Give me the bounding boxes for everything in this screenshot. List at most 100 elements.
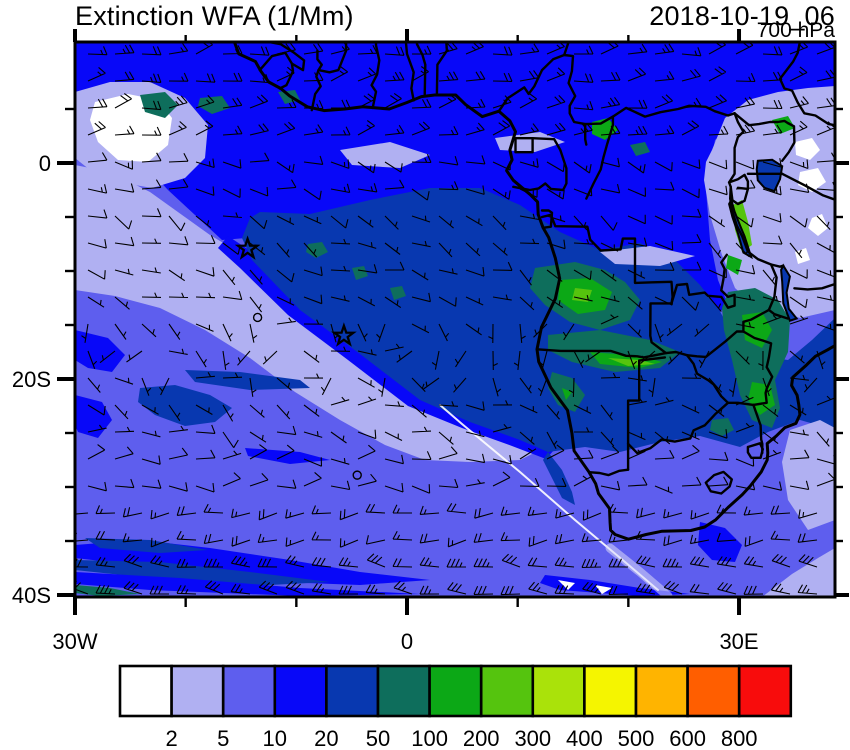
coastline: [232, 42, 835, 541]
plot-datetime: 2018-10-19_06: [649, 1, 835, 31]
fill-region-n-atl-lavender-1: [340, 142, 430, 168]
colorbar-tick-label: 300: [514, 726, 551, 750]
border-line: [746, 442, 764, 459]
border-line: [729, 197, 750, 253]
fill-region-kenya-white-3: [808, 214, 828, 236]
fill-region-kenya-white-1: [795, 138, 820, 160]
fill-region-west-blue-1: [75, 330, 125, 372]
axis-ticks: [57, 29, 849, 615]
border-line: [685, 330, 745, 359]
x-axis-label: 30W: [52, 629, 97, 654]
border-line: [793, 282, 835, 291]
colorbar-tick-label: 600: [669, 726, 706, 750]
border-line: [670, 253, 736, 309]
colorbar-tick-label: 400: [566, 726, 603, 750]
colorbar-cell: [325, 664, 380, 718]
colorbar-cell: [583, 664, 638, 718]
circle-marker-icon: [352, 470, 362, 480]
border-line: [310, 49, 323, 112]
circle-marker-icon: [252, 312, 263, 323]
fill-region-west-blue-2: [75, 395, 112, 438]
colorbar-cell: [221, 664, 277, 718]
fill-region-kenya-green: [772, 116, 795, 134]
fill-region-south-white-2: [595, 585, 612, 594]
border-line: [626, 401, 730, 455]
border-line: [733, 112, 796, 162]
star-marker-icon: [331, 322, 357, 347]
border-line: [726, 401, 755, 407]
fill-region-katanga-ltgreen: [572, 288, 592, 302]
y-axis-label: 40S: [12, 583, 51, 608]
border-line: [704, 470, 733, 495]
colorbar-tick-label: 2: [165, 726, 177, 750]
fill-region-congo-lavender: [600, 246, 695, 266]
border-line: [778, 42, 835, 127]
border-line: [649, 302, 689, 357]
fill-region-nw-teal-2: [198, 96, 230, 114]
axis-tick-labels: 30W 0 30E 0 20S 40S: [12, 151, 759, 654]
border-line: [685, 354, 730, 404]
x-axis-label: 0: [401, 629, 413, 654]
colorbar-tick-label: 800: [721, 726, 758, 750]
colorbar-tick-label: 10: [263, 726, 287, 750]
colorbar-cell: [531, 664, 586, 718]
fill-region-bottom-blue-band-2: [75, 572, 420, 596]
border-line: [584, 104, 736, 126]
fill-region-south-blue-patches: [540, 575, 690, 596]
fill-region-corner-teal: [75, 585, 140, 596]
colorbar: 2 5 10 20 50 100 200 300 400 500 600 800: [118, 664, 793, 750]
colorbar-cell: [170, 664, 225, 718]
fill-region-plume-teal-3: [390, 286, 406, 300]
x-axis-label: 30E: [719, 629, 758, 654]
fill-region-sw-blue-streak: [245, 448, 330, 464]
colorbar-cell: [686, 664, 741, 718]
station-markers: [234, 235, 362, 480]
border-line: [497, 42, 570, 113]
fill-region-tanzania-teal: [722, 288, 790, 428]
fill-region-mozambique-channel-2-5: [782, 420, 835, 530]
border-line: [540, 213, 674, 305]
colorbar-cell: [428, 664, 483, 718]
plot-title: Extinction WFA (1/Mm): [75, 1, 354, 31]
map-canvas: [75, 42, 835, 597]
fill-region-cape-blue-blob: [698, 522, 742, 562]
wind-barbs: [75, 42, 835, 596]
colorbar-tick-label: 50: [366, 726, 390, 750]
pressure-level-label: 700 hPa: [756, 19, 835, 42]
border-line: [742, 308, 771, 333]
border-line: [587, 468, 630, 477]
border-line: [317, 42, 348, 74]
fill-region-car-teal: [630, 142, 650, 156]
colorbar-cell: [376, 664, 431, 718]
colorbar-tick-label: 500: [618, 726, 655, 750]
fill-region-namibia-coastal-20-50: [543, 452, 575, 505]
fill-region-burundi-ltgreen: [733, 200, 752, 252]
colorbar-cell: [737, 664, 793, 718]
border-line: [514, 137, 534, 154]
border-line: [512, 137, 568, 192]
y-axis-label: 0: [39, 151, 51, 176]
colorbar-tick-label: 5: [217, 726, 229, 750]
map-frame: [73, 40, 837, 599]
border-line: [585, 115, 615, 200]
colorbar-tick-label: 200: [463, 726, 500, 750]
border-line: [258, 42, 306, 72]
satellite-track-wide: [605, 543, 673, 597]
fill-region-smoke-plume-20-50: [242, 188, 835, 452]
lake-malawi: [780, 263, 799, 322]
colorbar-cell: [273, 664, 328, 718]
colorbar-cell: [118, 664, 173, 718]
y-axis-label: 20S: [12, 367, 51, 392]
colorbar-cell: [634, 664, 689, 718]
star-marker-icon: [234, 235, 261, 260]
fill-region-bottom-navy-streak-1: [85, 538, 208, 553]
fill-region-sw-navy-2: [185, 370, 310, 390]
border-line: [626, 359, 641, 471]
fill-region-south-white-1: [558, 580, 575, 590]
map-fill-regions: [75, 42, 835, 597]
fill-region-bottom-navy-streak-2: [75, 560, 330, 586]
border-line: [727, 112, 745, 200]
fill-region-plume-teal-1: [306, 242, 328, 258]
border-line: [563, 53, 588, 146]
